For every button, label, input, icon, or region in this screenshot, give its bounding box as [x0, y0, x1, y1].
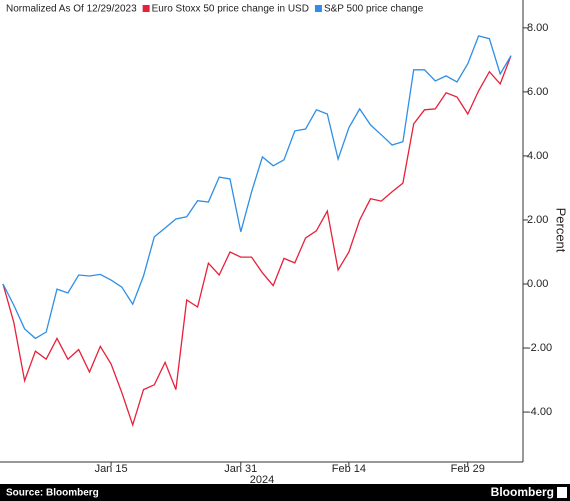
y-axis-label: Percent: [554, 208, 569, 253]
legend-title: Normalized As Of 12/29/2023: [6, 4, 137, 15]
legend-label: S&P 500 price change: [324, 4, 424, 15]
brand-icon: [557, 487, 567, 498]
x-tick-label: Feb 14: [332, 463, 366, 475]
brand: Bloomberg: [491, 485, 554, 499]
footer-bar: [0, 484, 570, 501]
legend-swatch: [142, 5, 150, 12]
series-line: [2, 35, 512, 340]
legend-box: [0, 0, 430, 18]
y-tick-label: 4.00: [527, 150, 548, 162]
y-tick-label: -4.00: [527, 406, 552, 418]
x-tick-label: Feb 29: [451, 463, 485, 475]
series-line: [2, 55, 512, 428]
y-tick-label: -2.00: [527, 342, 552, 354]
source: Source: Bloomberg: [6, 488, 99, 499]
y-tick-label: 8.00: [527, 22, 548, 34]
y-tick-label: 6.00: [527, 86, 548, 98]
x-super-label: 2024: [250, 474, 274, 486]
x-tick-label: Jan 15: [95, 463, 128, 475]
legend-swatch: [314, 5, 322, 12]
y-tick-label: 0.00: [527, 278, 548, 290]
x-tick-label: Jan 31: [224, 463, 257, 475]
y-tick-label: 2.00: [527, 214, 548, 226]
legend-label: Euro Stoxx 50 price change in USD: [152, 4, 309, 15]
